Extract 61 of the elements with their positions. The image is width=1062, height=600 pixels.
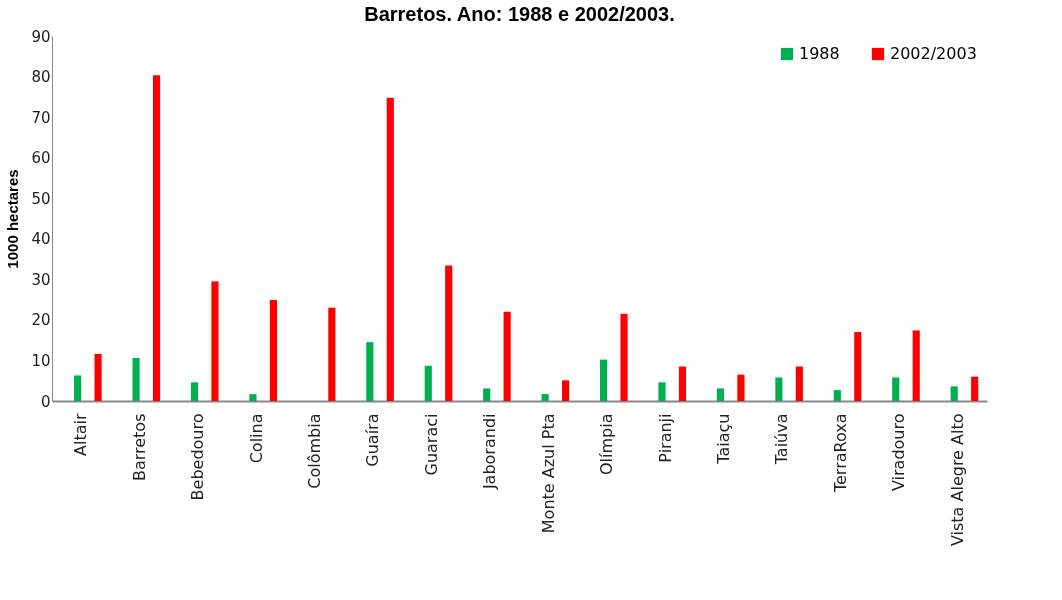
bar <box>211 281 219 401</box>
x-tick-label: TerraRoxa <box>830 413 850 494</box>
bar <box>386 97 394 401</box>
bar <box>503 311 511 401</box>
y-tick-label: 60 <box>31 149 51 168</box>
bar <box>445 265 453 401</box>
bar <box>600 359 608 401</box>
bar <box>716 388 725 401</box>
chart-title: Barretos. Ano: 1988 e 2002/2003. <box>364 3 675 25</box>
x-tick-label: Barretos <box>129 413 149 482</box>
y-tick-label: 10 <box>31 351 51 370</box>
bar <box>269 300 277 401</box>
y-tick-label: 0 <box>40 392 51 411</box>
x-tick-label: Colômbia <box>304 413 324 489</box>
y-tick-label: 80 <box>31 68 51 87</box>
x-tick-label: Colina <box>246 413 266 464</box>
y-tick-label: 40 <box>31 230 51 249</box>
x-tick-label: Bebedouro <box>188 413 208 501</box>
bar <box>971 376 979 401</box>
x-tick-label: Jaborandi <box>480 413 500 491</box>
y-tick-label: 30 <box>31 270 51 289</box>
bar <box>94 353 102 401</box>
bar <box>562 380 570 401</box>
bar <box>775 377 783 401</box>
bar <box>737 374 745 401</box>
y-tick-label: 50 <box>31 189 51 208</box>
bar <box>892 377 900 401</box>
x-tick-label: Vista Alegre Alto <box>947 413 967 547</box>
legend-label: 1988 <box>799 44 840 63</box>
legend-label: 2002/2003 <box>890 44 977 63</box>
bar <box>658 382 666 401</box>
bar <box>950 386 958 401</box>
x-tick-label: Taiaçu <box>714 413 734 465</box>
x-tick-label: Guaíra <box>363 413 383 467</box>
y-axis-title: 1000 hectares <box>4 169 22 269</box>
y-tick-label: 20 <box>31 311 51 330</box>
bar <box>74 375 82 401</box>
bar <box>328 307 336 401</box>
x-tick-label: Monte Azul Pta <box>538 413 558 534</box>
x-tick-label: Altair <box>71 413 91 456</box>
bar <box>678 366 687 401</box>
bar <box>190 382 199 401</box>
y-tick-label: 70 <box>31 108 51 127</box>
x-tick-label: Olímpia <box>597 413 617 475</box>
bar <box>424 365 432 401</box>
x-tick-label: Guaraci <box>421 413 441 476</box>
bar <box>483 388 491 401</box>
bar <box>912 330 920 401</box>
x-tick-label: Taiúva <box>772 413 792 466</box>
bar <box>541 394 549 401</box>
bar <box>795 366 803 401</box>
x-tick-label: Piranji <box>655 413 675 463</box>
bar <box>249 394 257 401</box>
bar <box>833 390 841 401</box>
y-tick-label: 90 <box>31 27 51 46</box>
bar <box>854 332 862 401</box>
bar <box>620 313 628 401</box>
bar <box>132 358 140 401</box>
x-tick-label: Viradouro <box>889 413 909 492</box>
bar <box>366 342 374 401</box>
bar <box>152 75 161 401</box>
